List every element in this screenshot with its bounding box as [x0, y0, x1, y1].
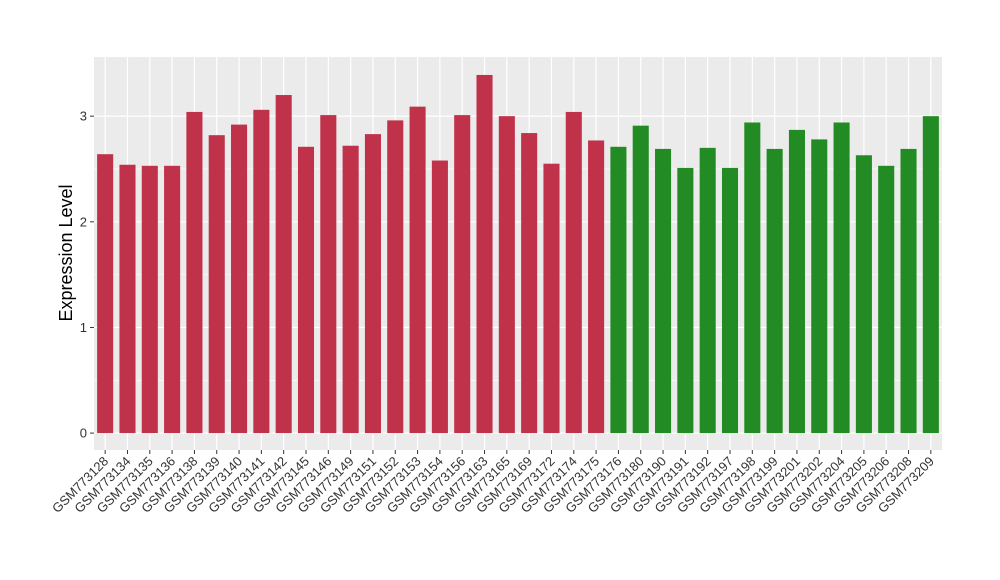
bar-GSM773165 [498, 116, 515, 434]
bar-GSM773206 [878, 165, 895, 434]
bar-GSM773163 [476, 74, 493, 434]
bar-GSM773139 [208, 135, 225, 434]
bar-GSM773176 [610, 146, 627, 434]
bar-GSM773154 [431, 160, 448, 434]
bar-GSM773201 [788, 129, 805, 434]
bar-GSM773142 [275, 95, 292, 434]
bar-GSM773136 [164, 165, 181, 434]
bar-GSM773145 [297, 146, 315, 434]
bar-GSM773152 [387, 120, 404, 434]
bar-GSM773209 [922, 116, 939, 434]
bar-GSM773149 [342, 145, 359, 434]
bar-GSM773198 [744, 122, 761, 434]
bar-GSM773180 [632, 125, 649, 434]
bar-GSM773190 [655, 148, 672, 434]
bar-GSM773135 [141, 165, 158, 434]
bar-GSM773204 [833, 122, 850, 434]
axes: 0123GSM773128GSM773134GSM773135GSM773136… [49, 109, 937, 516]
bars [97, 74, 939, 434]
bar-GSM773128 [97, 154, 114, 434]
bar-GSM773140 [231, 124, 248, 434]
y-tick-label: 1 [80, 320, 87, 335]
bar-GSM773202 [811, 139, 828, 434]
bar-GSM773146 [320, 115, 337, 434]
bar-GSM773174 [565, 111, 582, 434]
bar-GSM773156 [454, 115, 471, 434]
bar-GSM773175 [588, 140, 605, 434]
bar-GSM773205 [855, 155, 872, 434]
y-tick-label: 0 [80, 426, 87, 441]
bar-GSM773138 [186, 111, 203, 434]
y-axis-title: Expression Level [56, 184, 76, 321]
bar-GSM773151 [364, 134, 381, 434]
bar-GSM773172 [543, 163, 560, 434]
bar-GSM773197 [721, 167, 739, 434]
bar-GSM773191 [677, 167, 694, 434]
y-tick-label: 2 [80, 214, 87, 229]
bar-GSM773208 [900, 148, 917, 434]
y-tick-label: 3 [80, 109, 87, 124]
bar-GSM773169 [521, 133, 538, 434]
bar-GSM773153 [409, 106, 426, 434]
bar-GSM773199 [766, 148, 783, 434]
bar-GSM773192 [699, 147, 716, 434]
bar-GSM773141 [253, 109, 270, 434]
bar-GSM773134 [119, 164, 136, 434]
